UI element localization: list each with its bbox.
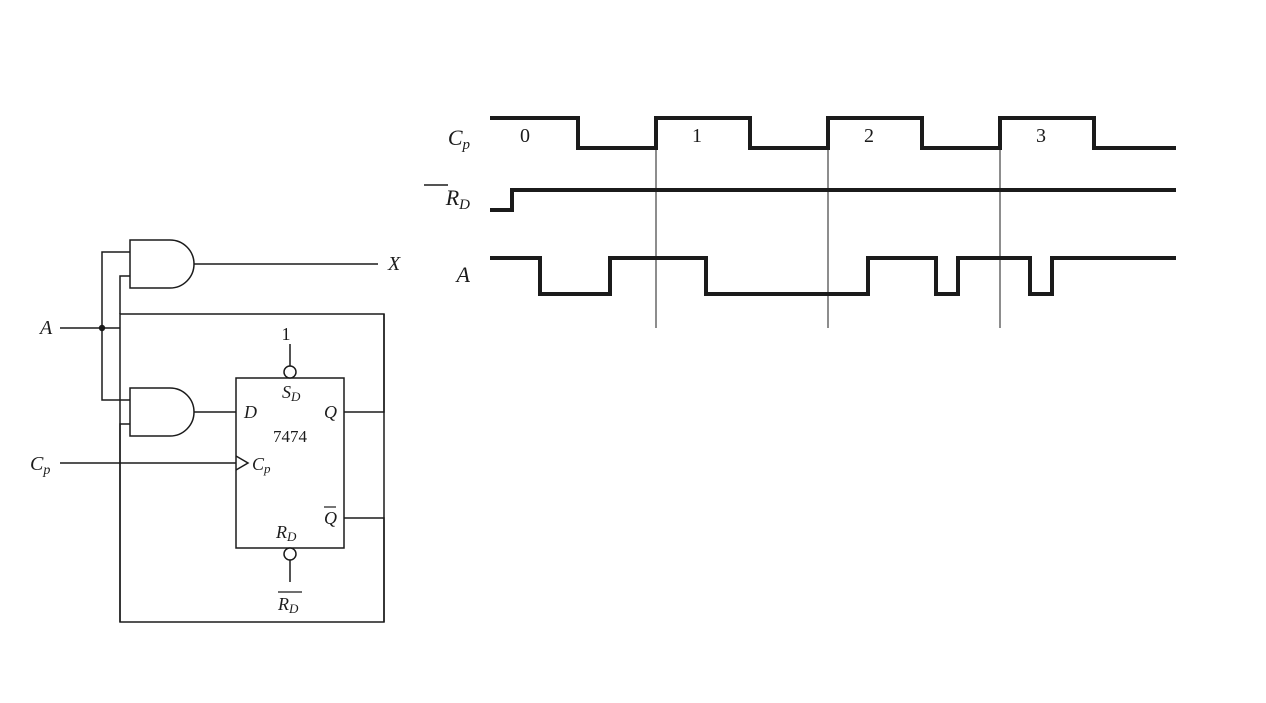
label-rd: RD	[275, 522, 297, 544]
rd-bubble	[284, 548, 296, 560]
svg-text:RD: RD	[445, 185, 470, 213]
timing-label-cp: Cp	[448, 125, 471, 153]
wire-a-to-and2	[102, 328, 130, 400]
label-a-input: A	[38, 317, 53, 339]
label-sd: SD	[282, 382, 301, 404]
label-q: Q	[324, 402, 337, 422]
label-qbar: Q	[324, 507, 337, 528]
timing-label-rd: RD	[424, 185, 470, 213]
cp-tick-2: 2	[864, 125, 874, 147]
label-x-output: X	[387, 253, 401, 275]
label-cp-ff: Cp	[252, 454, 271, 476]
cp-tick-3: 3	[1036, 125, 1046, 147]
waveform-a	[490, 258, 1176, 294]
waveform-cp	[490, 118, 1176, 148]
label-rdbar: RD	[277, 592, 302, 616]
label-cp-input: Cp	[30, 453, 50, 478]
figure-svg: A Cp X 1 SD D Q 7474 Cp RD Q RD Cp RD A	[0, 0, 1266, 703]
clock-edge-triangle	[236, 456, 248, 470]
wire-box-to-and1	[120, 276, 130, 314]
and-gate-top	[130, 240, 194, 288]
circuit-diagram: A Cp X 1 SD D Q 7474 Cp RD Q RD	[30, 240, 401, 622]
svg-text:Q: Q	[324, 508, 337, 528]
wire-q-up	[344, 314, 384, 412]
timing-label-a: A	[455, 262, 471, 287]
figure-stage: A Cp X 1 SD D Q 7474 Cp RD Q RD Cp RD A	[0, 0, 1266, 703]
sd-bubble	[284, 366, 296, 378]
svg-text:RD: RD	[277, 594, 299, 616]
label-d: D	[243, 402, 257, 422]
wire-qbar-down	[344, 518, 384, 622]
label-one: 1	[282, 324, 291, 344]
waveform-rd	[490, 190, 1176, 210]
and-gate-bottom	[130, 388, 194, 436]
cp-tick-0: 0	[520, 125, 530, 147]
label-chip: 7474	[273, 427, 308, 446]
wire-a-to-and1	[102, 252, 130, 328]
cp-tick-1: 1	[692, 125, 702, 147]
timing-diagram: Cp RD A 0 1 2 3	[424, 118, 1176, 328]
wire-box-to-and2	[120, 424, 130, 622]
